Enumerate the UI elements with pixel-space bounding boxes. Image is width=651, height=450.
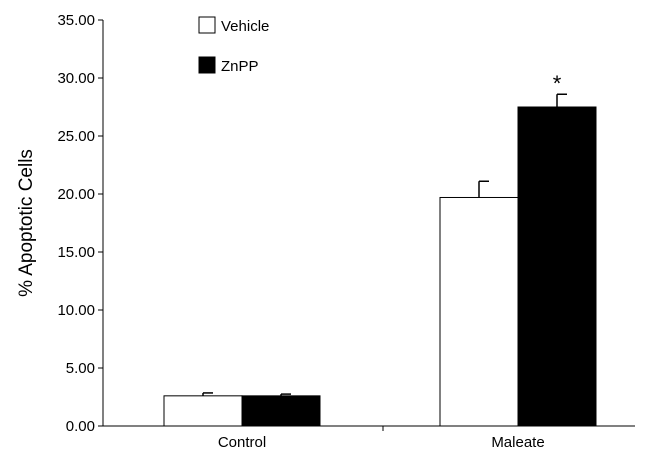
y-axis-label: % Apoptotic Cells <box>16 149 37 297</box>
error-bars <box>202 93 567 396</box>
legend-swatch <box>198 56 216 74</box>
x-axis: Control Maleate <box>103 425 635 450</box>
y-tick-label: 20.00 <box>57 186 95 203</box>
legend-label: Vehicle <box>221 18 269 35</box>
y-tick-label: 10.00 <box>57 302 95 319</box>
y-tick-label: 35.00 <box>57 12 95 29</box>
legend-swatch <box>198 16 216 34</box>
bar <box>241 395 321 427</box>
y-tick-label: 30.00 <box>57 70 95 87</box>
bar <box>439 196 519 427</box>
y-tick-label: 15.00 <box>57 244 95 261</box>
annotations: * <box>553 71 562 96</box>
x-tick-label: Maleate <box>491 434 544 450</box>
x-tick-label: Control <box>218 434 266 450</box>
y-axis: 0.00 5.00 10.00 15.00 20.00 25.00 30.00 35.00 <box>57 12 104 435</box>
y-tick-label: 0.00 <box>66 418 95 435</box>
significance-marker: * <box>553 71 562 96</box>
legend: Vehicle ZnPP <box>198 16 269 75</box>
bar <box>517 106 597 427</box>
y-tick-label: 5.00 <box>66 360 95 377</box>
bar <box>163 395 243 427</box>
bars <box>163 106 597 427</box>
legend-label: ZnPP <box>221 58 259 75</box>
y-tick-label: 25.00 <box>57 128 95 145</box>
